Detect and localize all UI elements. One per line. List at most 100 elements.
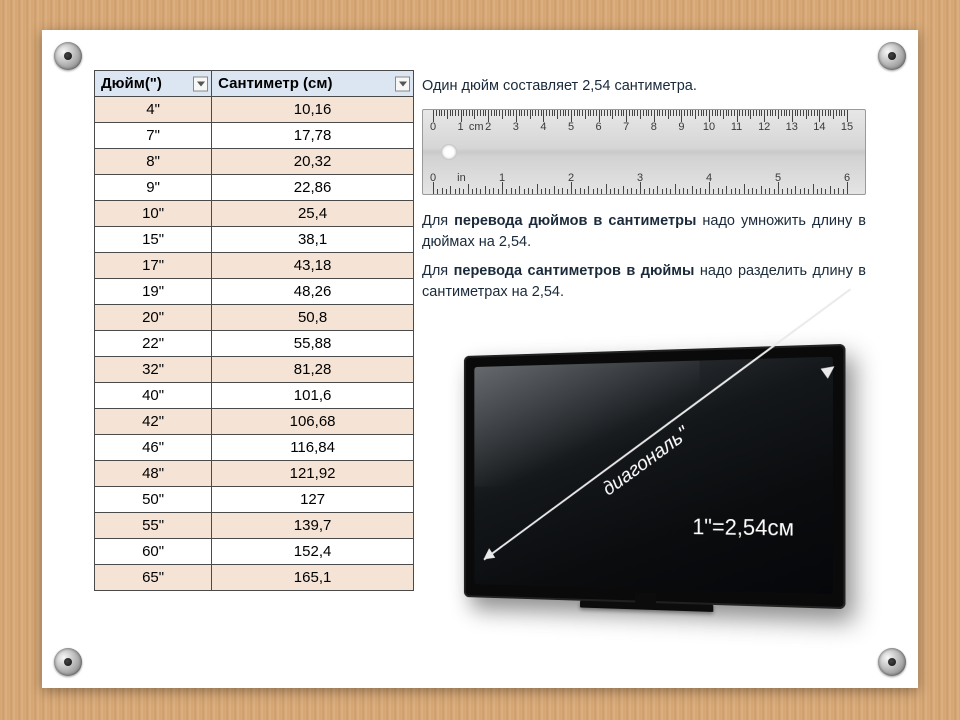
ruler-in-number: 3 <box>637 172 643 184</box>
table-cell: 43,18 <box>212 253 414 279</box>
ruler-in-number: 6 <box>844 172 850 184</box>
table-cell: 101,6 <box>212 383 414 409</box>
table-cell: 50" <box>95 487 212 513</box>
table-row: 50"127 <box>95 487 414 513</box>
ruler-illustration: 0123456789101112131415cm0123456in <box>422 109 866 195</box>
screw-icon <box>878 648 906 676</box>
conversion-table: Дюйм(") Сантиметр (см) 4"10,167"17,788"2… <box>94 70 414 591</box>
table-row: 7"17,78 <box>95 123 414 149</box>
ruler-cm-number: 4 <box>540 121 546 133</box>
table-cell: 4" <box>95 97 212 123</box>
table-cell: 127 <box>212 487 414 513</box>
ruler-cm-number: 11 <box>731 121 742 133</box>
header-label: Дюйм(") <box>101 75 162 92</box>
formula-text: 1"=2,54см <box>692 514 794 542</box>
table-cell: 55,88 <box>212 331 414 357</box>
table-cell: 19" <box>95 279 212 305</box>
ruler-cm-number: 8 <box>651 121 657 133</box>
ruler-cm-number: 13 <box>786 121 798 133</box>
content-area: Дюйм(") Сантиметр (см) 4"10,167"17,788"2… <box>94 70 866 648</box>
table-cell: 165,1 <box>212 565 414 591</box>
chevron-down-icon[interactable] <box>395 76 410 91</box>
table-cell: 32" <box>95 357 212 383</box>
conversion-paragraph: Для перевода дюймов в сантиметры надо ум… <box>422 211 866 253</box>
table-cell: 106,68 <box>212 409 414 435</box>
table-cell: 38,1 <box>212 227 414 253</box>
table-row: 19"48,26 <box>95 279 414 305</box>
table-cell: 116,84 <box>212 435 414 461</box>
table-row: 65"165,1 <box>95 565 414 591</box>
chevron-down-icon[interactable] <box>193 76 208 91</box>
ruler-cm-number: 2 <box>485 121 491 133</box>
ruler-cm-number: 1 <box>458 121 464 133</box>
table-cell: 15" <box>95 227 212 253</box>
table-cell: 25,4 <box>212 201 414 227</box>
table-cell: 121,92 <box>212 461 414 487</box>
paper-sheet: Дюйм(") Сантиметр (см) 4"10,167"17,788"2… <box>42 30 918 688</box>
table-cell: 10" <box>95 201 212 227</box>
screw-icon <box>54 42 82 70</box>
table-row: 60"152,4 <box>95 539 414 565</box>
table-cell: 9" <box>95 175 212 201</box>
table-cell: 65" <box>95 565 212 591</box>
header-label: Сантиметр (см) <box>218 75 332 92</box>
ruler-cm-number: 7 <box>623 121 629 133</box>
ruler-in-number: 4 <box>706 172 712 184</box>
ruler-cm-number: 5 <box>568 121 574 133</box>
table-cell: 8" <box>95 149 212 175</box>
ruler-cm-label: cm <box>469 121 484 133</box>
table-cell: 42" <box>95 409 212 435</box>
table-cell: 40" <box>95 383 212 409</box>
ruler-cm-number: 12 <box>758 121 770 133</box>
table-row: 20"50,8 <box>95 305 414 331</box>
table-cell: 81,28 <box>212 357 414 383</box>
table-row: 9"22,86 <box>95 175 414 201</box>
table-row: 10"25,4 <box>95 201 414 227</box>
ruler-in-number: 5 <box>775 172 781 184</box>
conversion-table-panel: Дюйм(") Сантиметр (см) 4"10,167"17,788"2… <box>94 70 414 648</box>
table-row: 48"121,92 <box>95 461 414 487</box>
ruler-cm-number: 10 <box>703 121 715 133</box>
intro-text: Один дюйм составляет 2,54 сантиметра. <box>422 76 866 97</box>
table-cell: 50,8 <box>212 305 414 331</box>
ruler-cm-number: 14 <box>813 121 825 133</box>
ruler-in-number: 0 <box>430 172 436 184</box>
table-header-inch[interactable]: Дюйм(") <box>95 71 212 97</box>
table-cell: 139,7 <box>212 513 414 539</box>
ruler-in-number: 1 <box>499 172 505 184</box>
table-cell: 7" <box>95 123 212 149</box>
screw-icon <box>878 42 906 70</box>
table-cell: 20" <box>95 305 212 331</box>
screw-icon <box>54 648 82 676</box>
table-row: 46"116,84 <box>95 435 414 461</box>
table-row: 55"139,7 <box>95 513 414 539</box>
info-panel: Один дюйм составляет 2,54 сантиметра. 0 1… <box>422 70 866 648</box>
table-cell: 17" <box>95 253 212 279</box>
table-cell: 60" <box>95 539 212 565</box>
table-row: 42"106,68 <box>95 409 414 435</box>
table-row: 8"20,32 <box>95 149 414 175</box>
table-cell: 152,4 <box>212 539 414 565</box>
table-cell: 10,16 <box>212 97 414 123</box>
ruler-hole-icon <box>441 144 457 160</box>
table-cell: 55" <box>95 513 212 539</box>
table-cell: 20,32 <box>212 149 414 175</box>
table-header-cm[interactable]: Сантиметр (см) <box>212 71 414 97</box>
table-cell: 22,86 <box>212 175 414 201</box>
table-cell: 17,78 <box>212 123 414 149</box>
table-cell: 48,26 <box>212 279 414 305</box>
ruler-cm-number: 15 <box>841 121 853 133</box>
table-cell: 48" <box>95 461 212 487</box>
table-row: 15"38,1 <box>95 227 414 253</box>
ruler-cm-number: 9 <box>678 121 684 133</box>
table-row: 17"43,18 <box>95 253 414 279</box>
table-cell: 46" <box>95 435 212 461</box>
ruler-cm-number: 6 <box>596 121 602 133</box>
ruler-in-number: 2 <box>568 172 574 184</box>
table-row: 40"101,6 <box>95 383 414 409</box>
ruler-in-label: in <box>457 172 466 184</box>
table-row: 4"10,16 <box>95 97 414 123</box>
table-row: 22"55,88 <box>95 331 414 357</box>
ruler-cm-number: 0 <box>430 121 436 133</box>
tv-illustration: диагональ" 1"=2,54см <box>422 305 866 648</box>
